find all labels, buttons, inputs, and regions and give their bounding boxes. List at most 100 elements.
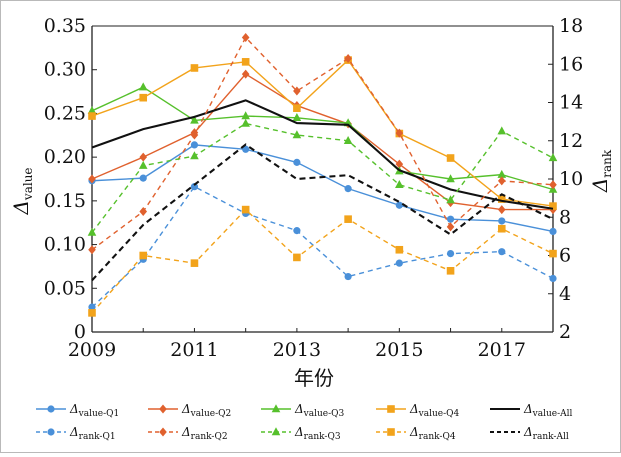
data-point xyxy=(497,169,507,178)
right-y-axis-title: Δrank xyxy=(588,149,614,193)
data-point xyxy=(549,274,557,283)
data-point xyxy=(139,251,148,260)
legend-item-value-q3: Δvalue-Q3 xyxy=(261,402,345,419)
data-point xyxy=(549,202,557,210)
data-point xyxy=(446,222,455,232)
legend-label: Δvalue-Q2 xyxy=(181,402,231,419)
legend-item-rank-all: Δrank-All xyxy=(490,425,569,442)
series-line xyxy=(91,122,554,233)
data-point xyxy=(241,205,250,214)
data-point xyxy=(446,154,455,162)
data-point xyxy=(395,128,404,138)
right-y-tick-label: 12 xyxy=(559,130,583,152)
left-y-tick-label: 0.05 xyxy=(44,277,86,299)
legend-swatch-marker xyxy=(387,405,395,413)
data-point xyxy=(498,248,506,256)
legend-swatch-marker xyxy=(159,427,167,437)
axes: 0 0.05 0.10 0.15 0.20 0.25 0.30 0.35 2 4 6 8 10 12 14 1… xyxy=(44,15,584,361)
data-point xyxy=(88,112,96,120)
data-point xyxy=(549,227,557,236)
data-point xyxy=(292,113,302,121)
x-tick-label: 2011 xyxy=(170,339,218,361)
data-point xyxy=(549,249,557,258)
axis-labels: 年份 Δvalue Δrank xyxy=(9,149,614,390)
data-point xyxy=(88,174,96,184)
x-tick-label: 2015 xyxy=(375,339,423,361)
data-point xyxy=(497,205,506,215)
series-value-all xyxy=(91,99,554,210)
series-rank-q2 xyxy=(88,32,557,255)
data-point xyxy=(88,309,96,317)
legend-label: Δvalue-Q4 xyxy=(409,402,460,419)
data-point xyxy=(293,104,301,112)
legend-label: Δvalue-Q1 xyxy=(69,402,119,419)
data-point xyxy=(241,69,250,79)
data-point xyxy=(344,215,352,223)
series-line xyxy=(91,59,554,207)
legend-swatch-marker xyxy=(159,404,167,414)
data-point xyxy=(344,54,352,64)
legend-item-rank-q4: Δrank-Q4 xyxy=(376,425,456,442)
series-line xyxy=(91,208,554,314)
right-y-tick-label: 8 xyxy=(559,206,571,228)
series-line xyxy=(91,86,554,191)
data-point xyxy=(549,180,557,190)
x-tick-label: 2017 xyxy=(478,339,526,361)
data-point xyxy=(497,195,506,203)
legend-item-value-q4: Δvalue-Q4 xyxy=(376,402,460,419)
legend-item-rank-q2: Δrank-Q2 xyxy=(148,425,228,442)
data-point xyxy=(139,152,148,162)
data-point xyxy=(344,272,352,281)
data-point xyxy=(87,227,97,236)
series-line xyxy=(91,36,554,251)
left-y-tick-label: 0.15 xyxy=(44,190,86,212)
legend-label: Δrank-Q3 xyxy=(294,425,341,442)
data-point xyxy=(446,215,455,223)
data-point xyxy=(190,151,199,160)
legend-label: Δrank-Q2 xyxy=(181,425,228,442)
left-y-tick-label: 0.10 xyxy=(44,234,86,256)
data-point xyxy=(293,227,301,235)
series-line xyxy=(91,185,554,308)
data-point xyxy=(241,118,250,127)
legend-swatch-marker xyxy=(271,427,281,436)
x-tick-label: 2013 xyxy=(273,339,321,361)
data-point xyxy=(548,153,558,162)
data-point xyxy=(446,267,455,275)
data-point xyxy=(190,115,199,124)
legend-item-value-q2: Δvalue-Q2 xyxy=(148,402,231,419)
left-y-axis-title: Δvalue xyxy=(9,167,35,215)
left-y-tick-label: 0 xyxy=(74,321,86,343)
data-point xyxy=(395,259,403,267)
right-y-tick-label: 16 xyxy=(559,53,583,75)
legend-swatch-marker xyxy=(271,404,281,413)
legend: Δvalue-Q1 Δvalue-Q2 Δvalue-Q3 Δvalue-Q4 Δval… xyxy=(36,402,573,442)
left-y-tick-label: 0.35 xyxy=(44,15,86,37)
data-point xyxy=(498,217,506,225)
data-point xyxy=(497,126,507,135)
data-point xyxy=(242,145,250,153)
legend-item-rank-q1: Δrank-Q1 xyxy=(36,425,116,442)
legend-label: Δrank-All xyxy=(523,425,569,442)
data-point xyxy=(88,303,96,311)
data-point xyxy=(241,32,250,42)
data-point xyxy=(344,185,352,193)
series-value-q2 xyxy=(88,69,557,215)
legend-label: Δvalue-Q3 xyxy=(294,402,345,419)
data-point xyxy=(446,249,455,258)
series-value-q4 xyxy=(88,56,557,210)
data-point xyxy=(88,245,96,255)
legend-label: Δrank-Q1 xyxy=(69,425,116,442)
series-line xyxy=(91,144,554,233)
data-point xyxy=(497,176,506,186)
data-point xyxy=(395,245,404,254)
right-y-tick-label: 6 xyxy=(559,245,571,267)
data-point xyxy=(139,174,147,182)
left-y-tick-label: 0.30 xyxy=(44,59,86,81)
data-point xyxy=(190,183,199,191)
data-point xyxy=(395,179,404,188)
legend-label: Δvalue-All xyxy=(523,402,573,419)
data-point xyxy=(139,207,148,217)
